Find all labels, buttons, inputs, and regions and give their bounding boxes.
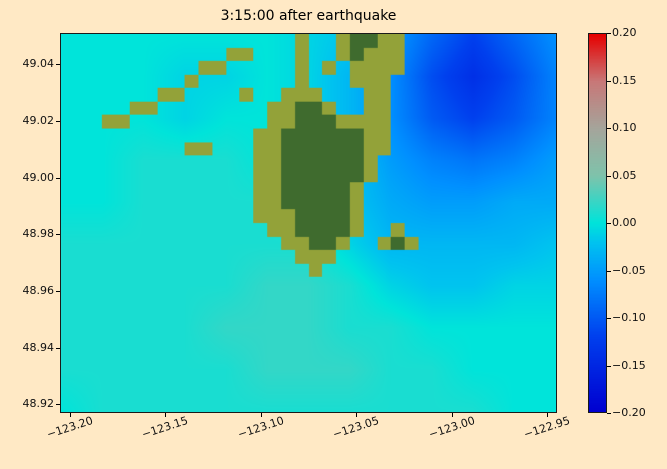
colorbar-tick-mark — [607, 365, 611, 367]
x-tick-label: −123.20 — [44, 413, 95, 442]
x-tick-mark — [165, 413, 167, 417]
y-tick-mark — [56, 64, 60, 66]
heatmap-canvas — [61, 34, 556, 412]
y-tick-label: 48.92 — [22, 397, 55, 411]
y-tick-mark — [56, 234, 60, 236]
x-tick-mark — [451, 413, 453, 417]
y-tick-label: 49.00 — [22, 170, 55, 184]
colorbar-tick-label: −0.05 — [612, 263, 646, 277]
x-tick-label: −123.15 — [140, 413, 190, 442]
y-tick-label: 48.96 — [22, 284, 55, 298]
x-tick-mark — [356, 413, 358, 417]
colorbar-tick-mark — [607, 175, 611, 177]
y-tick-label: 48.94 — [22, 340, 55, 354]
y-tick-label: 49.04 — [22, 57, 55, 71]
colorbar-tick-label: 0.05 — [612, 168, 637, 182]
x-tick-mark — [260, 413, 262, 417]
x-tick-mark — [547, 413, 549, 417]
colorbar-tick-label: 0.00 — [612, 216, 637, 229]
y-tick-label: 49.02 — [22, 113, 55, 127]
colorbar-tick-label: 0.15 — [612, 73, 637, 87]
colorbar-tick-mark — [607, 223, 611, 224]
colorbar-tick-label: −0.10 — [612, 311, 646, 324]
colorbar-tick-mark — [607, 33, 611, 34]
colorbar-tick-label: 0.10 — [612, 121, 637, 134]
x-tick-label: −123.10 — [235, 413, 286, 442]
colorbar-tick-mark — [607, 80, 611, 82]
colorbar-tick-mark — [607, 413, 611, 414]
y-tick-mark — [56, 404, 60, 406]
plot-area — [60, 33, 557, 413]
colorbar-tick-mark — [607, 128, 611, 129]
y-tick-mark — [56, 177, 60, 179]
colorbar-tick-label: 0.20 — [612, 26, 637, 39]
colorbar-gradient — [589, 34, 606, 412]
colorbar-tick-mark — [607, 270, 611, 272]
y-tick-mark — [56, 347, 60, 349]
colorbar-tick-label: −0.20 — [612, 406, 646, 419]
colorbar-tick-mark — [607, 318, 611, 319]
colorbar-tick-label: −0.15 — [612, 358, 646, 372]
y-tick-label: 48.98 — [22, 227, 55, 241]
x-tick-mark — [69, 413, 71, 417]
x-tick-label: −123.05 — [331, 413, 381, 442]
colorbar — [588, 33, 607, 413]
chart-title: 3:15:00 after earthquake — [220, 8, 397, 24]
y-tick-mark — [56, 120, 60, 122]
x-tick-label: −122.95 — [522, 413, 572, 442]
x-tick-label: −123.00 — [427, 413, 477, 442]
y-tick-mark — [56, 291, 60, 293]
